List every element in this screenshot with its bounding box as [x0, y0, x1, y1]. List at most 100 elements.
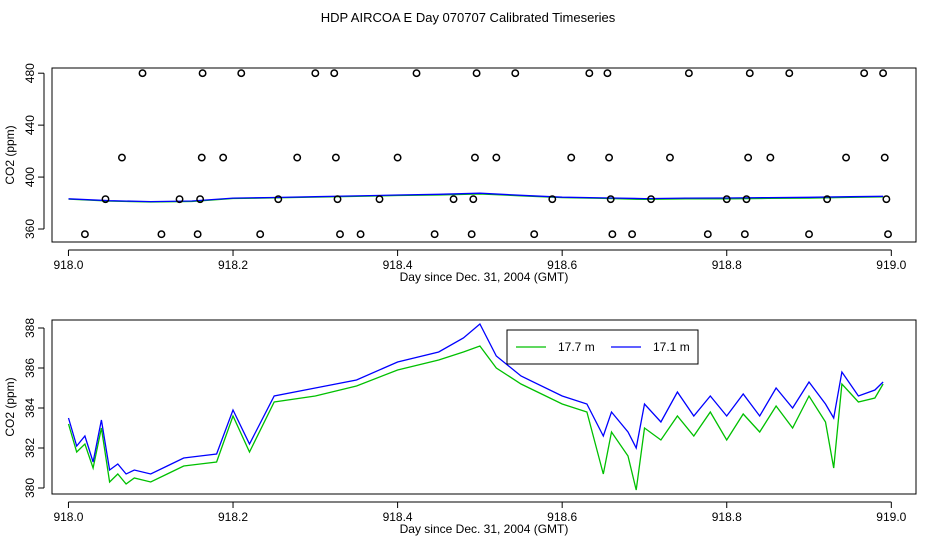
- data-point: [585, 69, 594, 78]
- data-point: [412, 69, 421, 78]
- data-point: [196, 195, 205, 204]
- data-point: [684, 69, 693, 78]
- y-tick-label: 382: [23, 438, 37, 458]
- y-axis: 380 382 384 386 388: [23, 318, 45, 498]
- data-point: [666, 153, 674, 162]
- plot-content: [68, 69, 892, 239]
- y-tick-label: 380: [23, 478, 37, 498]
- data-point: [330, 69, 339, 78]
- data-point: [198, 69, 207, 78]
- data-point: [193, 230, 202, 239]
- y-tick-label: 480: [23, 63, 37, 83]
- x-tick-label: 918.0: [53, 258, 83, 272]
- x-tick-label: 919.0: [876, 510, 906, 524]
- x-tick-label: 918.4: [383, 258, 413, 272]
- data-point: [842, 153, 851, 162]
- legend-box: [506, 329, 699, 365]
- x-tick-label: 918.2: [218, 258, 248, 272]
- y-tick-label: 388: [23, 318, 37, 338]
- plot-frame: [51, 67, 917, 243]
- x-tick-label: 918.0: [53, 510, 83, 524]
- series-line-1: [68, 192, 884, 203]
- data-point: [472, 69, 481, 78]
- plot-frame: [51, 319, 917, 495]
- data-point: [603, 69, 612, 78]
- x-axis-label: Day since Dec. 31, 2004 (GMT): [400, 522, 569, 536]
- data-point: [449, 195, 458, 204]
- data-point: [336, 230, 344, 239]
- panel-top: 918.0 918.2 918.4 918.6 918.8 919.0 360 400 440…: [3, 63, 917, 284]
- data-point: [884, 230, 892, 239]
- legend: 17.7 m 17.1 m: [506, 329, 699, 365]
- data-point: [805, 230, 813, 239]
- y-axis: 360 400 440 480: [23, 63, 45, 239]
- data-point: [256, 230, 265, 239]
- data-point: [470, 153, 479, 162]
- x-tick-label: 918.6: [547, 258, 577, 272]
- data-point: [138, 69, 147, 78]
- data-point: [628, 230, 637, 239]
- data-point: [703, 230, 712, 239]
- data-point: [606, 195, 615, 204]
- x-tick-label: 918.4: [383, 510, 413, 524]
- x-axis: 918.0 918.2 918.4 918.6 918.8 919.0: [53, 249, 907, 272]
- data-point: [430, 230, 439, 239]
- data-point: [492, 153, 501, 162]
- data-point: [311, 69, 320, 78]
- data-point: [742, 195, 751, 204]
- data-point: [393, 153, 402, 162]
- data-point: [117, 153, 126, 162]
- data-point: [785, 69, 794, 78]
- data-point: [882, 195, 891, 204]
- data-point: [722, 195, 731, 204]
- legend-label: 17.7 m: [558, 340, 595, 354]
- data-point: [175, 195, 184, 204]
- data-point: [219, 153, 228, 162]
- data-point: [274, 195, 283, 204]
- y-axis-label: CO2 (ppm): [3, 377, 17, 436]
- data-point: [740, 230, 749, 239]
- y-tick-label: 400: [23, 167, 37, 187]
- data-point: [860, 69, 869, 78]
- x-axis-label: Day since Dec. 31, 2004 (GMT): [400, 270, 569, 284]
- data-point: [101, 195, 110, 204]
- data-point: [237, 69, 246, 78]
- data-point: [469, 195, 478, 204]
- x-tick-label: 918.6: [547, 510, 577, 524]
- data-point: [331, 153, 340, 162]
- data-point: [530, 230, 539, 239]
- y-tick-label: 386: [23, 358, 37, 378]
- data-point: [744, 153, 753, 162]
- data-point: [197, 153, 206, 162]
- data-point: [605, 153, 614, 162]
- series-line-1: [67, 322, 884, 475]
- y-axis-label: CO2 (ppm): [3, 125, 17, 184]
- data-point: [548, 195, 557, 204]
- legend-label: 17.1 m: [653, 340, 690, 354]
- data-point: [356, 230, 365, 239]
- plot-content: [67, 322, 884, 491]
- data-point: [745, 69, 754, 78]
- data-point: [511, 69, 520, 78]
- data-point: [823, 195, 832, 204]
- x-axis: 918.0 918.2 918.4 918.6 918.8 919.0: [53, 501, 907, 524]
- data-point: [766, 153, 775, 162]
- data-point: [157, 230, 166, 239]
- figure-title: HDP AIRCOA E Day 070707 Calibrated Times…: [321, 10, 616, 25]
- data-point: [375, 195, 384, 204]
- y-tick-label: 384: [23, 398, 37, 418]
- data-point: [293, 153, 302, 162]
- series-line-0: [67, 345, 884, 491]
- data-point: [80, 230, 89, 239]
- x-tick-label: 918.8: [712, 258, 742, 272]
- data-point: [608, 230, 617, 239]
- x-tick-label: 918.8: [712, 510, 742, 524]
- data-point: [333, 195, 342, 204]
- panel-bottom: 918.0 918.2 918.4 918.6 918.8 919.0 380 382 384…: [3, 318, 917, 536]
- data-point: [567, 153, 576, 162]
- data-point: [879, 69, 888, 78]
- y-tick-label: 360: [23, 219, 37, 239]
- data-point: [467, 230, 476, 239]
- x-tick-label: 919.0: [876, 258, 906, 272]
